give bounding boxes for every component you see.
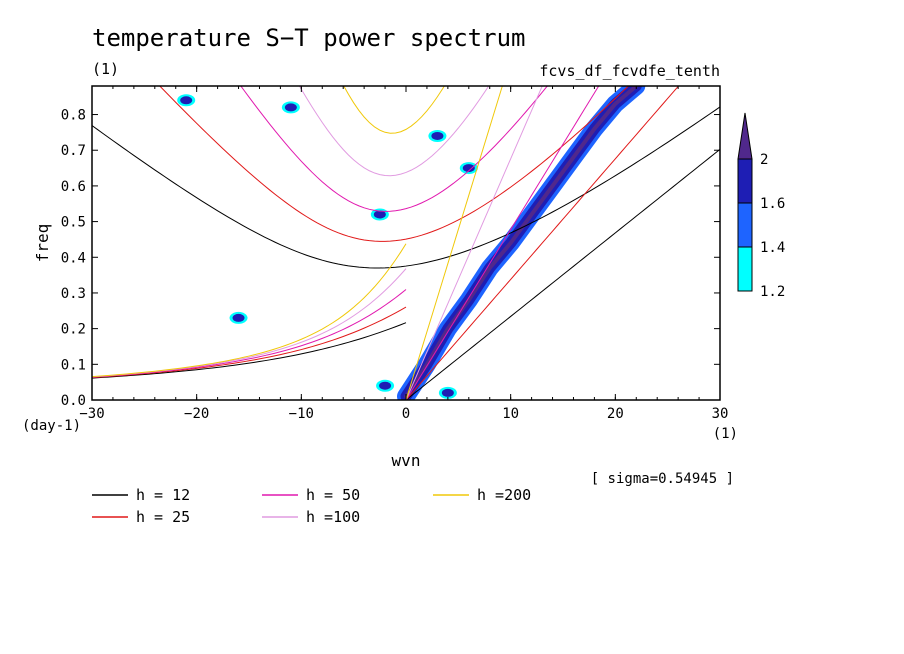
- title-units: (1): [92, 60, 119, 78]
- legend: h = 12 h = 25 h = 50 h =100 h =200: [92, 486, 531, 526]
- colorbar-arrow: [737, 112, 753, 160]
- inertia-gravity-curve: [240, 86, 548, 212]
- sigma-label: [ sigma=0.54945 ]: [591, 471, 734, 487]
- x-tick-label: −10: [289, 406, 314, 422]
- colorbar-swatch: [737, 246, 753, 292]
- kelvin-wave-curve: [405, 86, 600, 400]
- legend-label: h =200: [477, 486, 531, 504]
- x-tick-label: 0: [402, 406, 410, 422]
- kelvin-wave-curve: [405, 148, 720, 400]
- legend-label: h = 25: [136, 508, 190, 526]
- power-blob-core: [431, 131, 444, 140]
- y-tick-label: 0.6: [61, 179, 86, 195]
- inertia-gravity-curve: [92, 106, 720, 269]
- x-axis-label: wvn: [392, 451, 421, 470]
- legend-label: h = 12: [136, 486, 190, 504]
- y-axis-label: freq: [33, 224, 52, 263]
- x-tick-label: 10: [502, 406, 519, 422]
- y-tick-label: 0.5: [61, 215, 86, 231]
- legend-label: h =100: [306, 508, 360, 526]
- colorbar: 1.2 1.4 1.6 2: [737, 112, 785, 300]
- colorbar-swatch: [737, 202, 753, 248]
- colorbar-label: 1.2: [760, 284, 785, 300]
- plot-frame: [91, 85, 721, 401]
- source-label: fcvs_df_fcvdfe_tenth: [539, 62, 720, 80]
- inertia-gravity-curve: [298, 86, 490, 177]
- mixed-rossby-gravity-curve: [92, 306, 407, 379]
- x-axis-units: (1): [713, 426, 738, 442]
- power-blob-core: [232, 313, 245, 322]
- y-tick-label: 0.4: [61, 250, 86, 266]
- power-blob-core: [180, 96, 193, 105]
- colorbar-label: 1.4: [760, 240, 785, 256]
- colorbar-label: 2: [760, 152, 768, 168]
- y-tick-label: 0.2: [61, 322, 86, 338]
- y-tick-label: 0.7: [61, 143, 86, 159]
- x-tick-label: 30: [712, 406, 729, 422]
- y-tick-label: 0.0: [61, 393, 86, 409]
- inertia-gravity-curve: [343, 86, 445, 134]
- x-tick-label: −20: [184, 406, 209, 422]
- power-blob-core: [373, 210, 386, 219]
- y-axis: 0.0 0.1 0.2 0.3 0.4 0.5 0.6 0.7 0.8: [61, 108, 720, 409]
- y-axis-units: (day-1): [22, 418, 81, 434]
- power-blob-core: [284, 103, 297, 112]
- colorbar-swatch: [737, 158, 753, 204]
- x-tick-label: −30: [79, 406, 104, 422]
- kelvin-wave-curve: [405, 86, 680, 400]
- x-tick-label: 20: [607, 406, 624, 422]
- power-blob-core: [462, 164, 475, 173]
- power-shading: [177, 86, 646, 400]
- x-axis: −30 −20 −10 0 10 20 30: [79, 86, 728, 422]
- legend-label: h = 50: [306, 486, 360, 504]
- chart-title: temperature S−T power spectrum: [92, 24, 525, 52]
- y-tick-label: 0.1: [61, 357, 86, 373]
- colorbar-label: 1.6: [760, 196, 785, 212]
- mixed-rossby-gravity-curve: [92, 243, 407, 378]
- dispersion-curves: [92, 86, 720, 400]
- power-blob-core: [379, 381, 392, 390]
- power-ridge-core: [404, 86, 639, 399]
- inertia-gravity-curve: [159, 86, 630, 242]
- power-blob-core: [441, 388, 454, 397]
- y-tick-label: 0.3: [61, 286, 86, 302]
- kelvin-wave-curve: [405, 86, 503, 400]
- y-tick-label: 0.8: [61, 108, 86, 124]
- mixed-rossby-gravity-curve: [92, 322, 407, 379]
- kelvin-wave-curve: [405, 86, 543, 400]
